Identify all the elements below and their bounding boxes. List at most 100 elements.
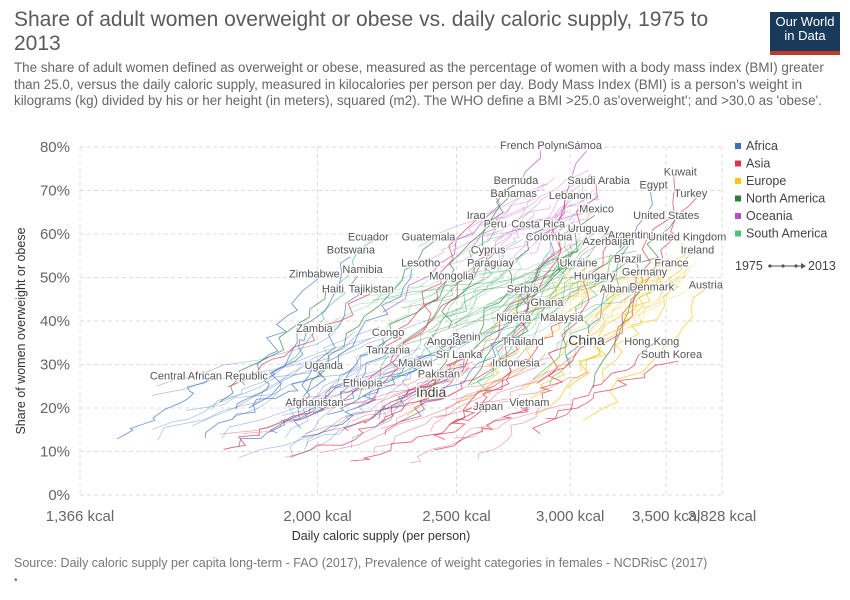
- trajectory-africa: [345, 352, 448, 380]
- country-label: Ireland: [681, 245, 715, 257]
- country-label: Tanzania: [366, 345, 411, 357]
- trajectory-mongolia: [367, 276, 452, 405]
- trajectory-malawi: [302, 365, 419, 438]
- trajectory-oceania: [440, 191, 593, 269]
- country-label: Zambia: [296, 323, 334, 335]
- trajectory-lesotho: [297, 268, 412, 405]
- trajectory-south-america: [321, 273, 415, 331]
- country-label: Nigeria: [496, 312, 532, 324]
- trajectory-oceania: [429, 208, 500, 261]
- trajectory-north-america: [505, 245, 573, 312]
- trajectory-south-korea: [546, 360, 679, 420]
- trajectory-brazil: [548, 261, 628, 386]
- country-label: Uruguay: [568, 223, 610, 235]
- trajectory-asia: [390, 363, 470, 397]
- legend-item-label: Asia: [746, 157, 770, 171]
- trajectory-afghanistan: [223, 402, 315, 450]
- trajectory-asia: [304, 350, 481, 434]
- country-label: Bermuda: [494, 175, 540, 187]
- source-note: Source: Daily caloric supply per capita …: [14, 556, 708, 570]
- trajectory-uruguay: [470, 229, 592, 386]
- trajectory-asia: [476, 371, 590, 415]
- trajectory-united-states: [592, 219, 676, 389]
- country-label: Japan: [473, 401, 503, 413]
- trajectory-europe: [605, 257, 687, 300]
- trajectory-south-america: [384, 267, 567, 304]
- trajectory-iraq: [377, 217, 479, 351]
- trajectory-oceania: [494, 206, 526, 271]
- trajectory-oceania: [475, 218, 575, 267]
- trajectory-africa: [191, 326, 380, 427]
- legend-item-label: Europe: [746, 174, 786, 188]
- trajectory-india: [289, 394, 440, 458]
- trajectory-africa: [285, 369, 360, 421]
- trajectory-costa-rica: [418, 228, 545, 398]
- country-label: Paraguay: [467, 258, 515, 270]
- trajectory-africa: [285, 351, 380, 438]
- y-tick-label: 10%: [40, 444, 70, 461]
- trajectory-europe: [633, 271, 664, 292]
- country-label: Cyprus: [471, 245, 506, 257]
- trajectory-united-kingdom: [580, 243, 689, 372]
- trajectory-hungary: [483, 279, 590, 394]
- trajectory-central-african-republic: [116, 377, 214, 440]
- country-label: Namibia: [342, 264, 383, 276]
- trajectory-pakistan: [343, 375, 436, 432]
- trajectory-europe: [631, 261, 683, 291]
- trajectory-north-america: [401, 250, 637, 309]
- legend: Africa Asia Europe North America Oceania Sout…: [735, 139, 827, 241]
- country-label: Argentina: [608, 229, 656, 241]
- trajectory-asia: [306, 388, 429, 446]
- y-tick-label: 50%: [40, 270, 70, 287]
- trajectory-africa: [284, 408, 390, 458]
- trajectory-europe: [628, 263, 696, 328]
- trajectory-south-america: [445, 282, 558, 323]
- legend-item-label: North America: [746, 192, 825, 206]
- trajectory-egypt: [565, 188, 653, 368]
- y-tick-label: 70%: [40, 183, 70, 200]
- trajectory-argentina: [532, 237, 632, 380]
- y-tick-label: 80%: [40, 139, 70, 156]
- trajectory-ethiopia: [238, 383, 366, 448]
- trajectory-tanzania: [269, 352, 389, 434]
- trajectory-botswana: [248, 256, 351, 408]
- trajectory-paraguay: [382, 267, 493, 383]
- trajectory-saudi-arabia: [461, 183, 598, 373]
- trajectory-africa: [232, 330, 357, 418]
- y-tick-label: 30%: [40, 357, 70, 374]
- legend-item-label: Africa: [746, 139, 778, 153]
- trajectory-south-america: [426, 278, 500, 325]
- trajectory-south-america: [454, 263, 582, 324]
- legend-item-label: South America: [746, 227, 827, 241]
- trajectory-north-america: [536, 262, 622, 316]
- trajectory-ecuador: [284, 239, 376, 365]
- trajectory-north-america: [558, 228, 594, 282]
- trajectory-oceania: [418, 183, 548, 248]
- trajectory-south-america: [361, 268, 511, 296]
- trajectory-oceania: [534, 236, 582, 271]
- our-world-in-data-logo[interactable]: Our World in Data: [770, 12, 840, 55]
- trajectory-namibia: [297, 275, 361, 419]
- trajectory-europe: [598, 272, 647, 334]
- trajectory-europe: [622, 258, 670, 295]
- trajectory-asia: [453, 403, 574, 439]
- trajectory-oceania: [527, 198, 585, 242]
- trajectory-south-america: [388, 255, 571, 299]
- trajectory-europe: [572, 266, 623, 301]
- legend-swatch: [735, 195, 741, 202]
- trajectory-europe: [623, 278, 646, 322]
- country-label: Austria: [689, 279, 724, 291]
- trajectory-oceania: [529, 192, 600, 223]
- trajectory-zimbabwe: [237, 274, 323, 386]
- trajectory-europe: [586, 273, 626, 326]
- time-legend-dot: [768, 264, 772, 268]
- trajectory-asia: [351, 378, 502, 422]
- trajectory-asia: [243, 398, 383, 434]
- trajectory-mexico: [467, 215, 595, 386]
- time-legend-arrow: [801, 263, 806, 269]
- trajectory-europe: [558, 263, 669, 305]
- trajectory-africa: [381, 365, 419, 424]
- country-label: Hong Kong: [624, 336, 679, 348]
- trajectory-hong-kong: [531, 341, 656, 434]
- country-label: Botswana: [327, 245, 376, 257]
